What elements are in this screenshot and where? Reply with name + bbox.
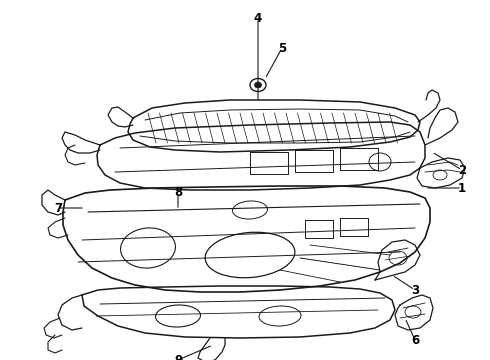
Text: 9: 9	[174, 354, 182, 360]
Text: 7: 7	[54, 202, 62, 215]
Text: 2: 2	[458, 163, 466, 176]
Text: 1: 1	[458, 181, 466, 194]
Text: 3: 3	[411, 284, 419, 297]
Ellipse shape	[254, 82, 262, 88]
Text: 5: 5	[278, 41, 286, 54]
Text: 8: 8	[174, 186, 182, 199]
Text: 6: 6	[411, 333, 419, 346]
Text: 4: 4	[254, 12, 262, 24]
